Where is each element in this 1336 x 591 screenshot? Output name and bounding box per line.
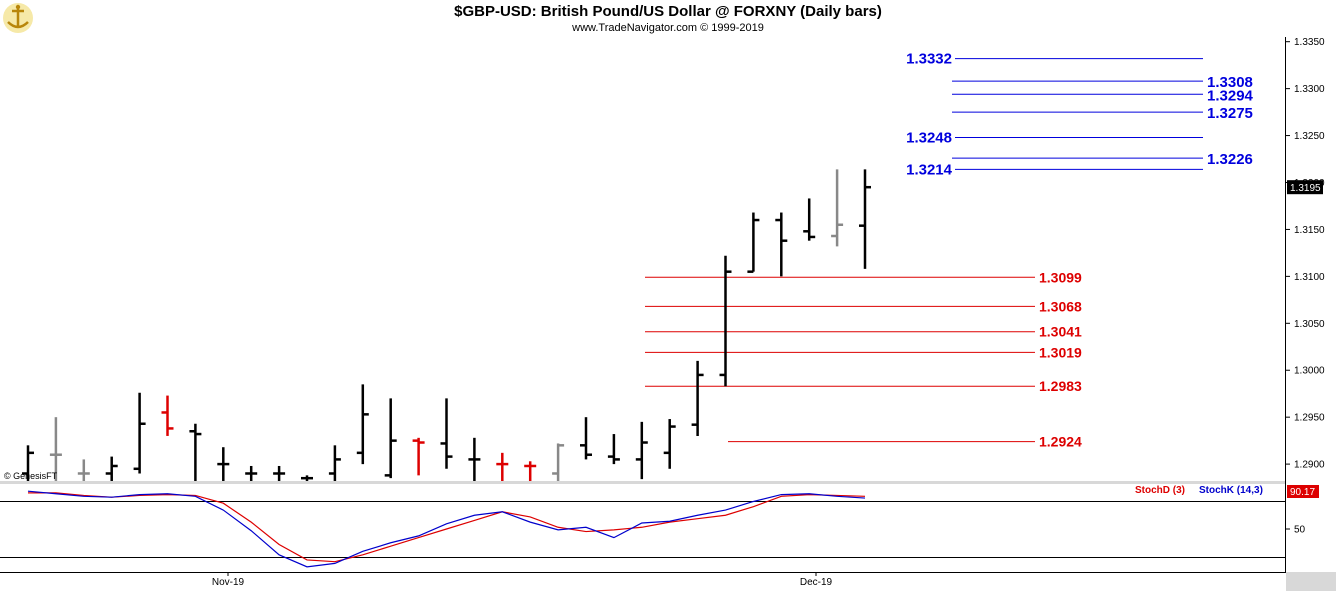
- level-label-blue: 1.3275: [1207, 105, 1253, 122]
- last-price-tag: [1287, 180, 1323, 195]
- ohlc-bar: [328, 445, 341, 481]
- ohlc-bar: [49, 417, 62, 481]
- level-label-red: 1.3041: [1039, 324, 1082, 340]
- ohlc-bar: [831, 169, 844, 247]
- stoch-series-line: [27, 490, 866, 568]
- price-tick-label: 1.3300: [1294, 84, 1325, 95]
- ohlc-bar: [161, 395, 174, 436]
- level-label-blue: 1.3308: [1207, 74, 1253, 91]
- ohlc-bar: [719, 255, 732, 387]
- price-tick-label: 1.3000: [1294, 366, 1325, 377]
- stoch-value-tag: [1287, 485, 1319, 498]
- ohlc-bar: [273, 465, 286, 481]
- ohlc-bar: [77, 459, 90, 481]
- price-tick-label: 1.3100: [1294, 272, 1325, 283]
- level-label-red: 1.3099: [1039, 269, 1082, 285]
- chart-subtitle: www.TradeNavigator.com © 1999-2019: [572, 22, 764, 34]
- ohlc-bar: [468, 437, 481, 481]
- price-tick-label: 1.2950: [1294, 413, 1325, 424]
- stoch-value-label: 90.17: [1290, 487, 1315, 498]
- price-tick-label: 1.2900: [1294, 460, 1325, 471]
- ohlc-bar: [412, 437, 425, 476]
- ohlc-bar: [607, 434, 620, 465]
- ohlc-bar: [552, 443, 565, 481]
- ohlc-bar: [524, 461, 537, 481]
- level-label-red: 1.2924: [1039, 434, 1082, 450]
- last-price-label: 1.3195: [1290, 183, 1321, 194]
- ohlc-bars: [22, 169, 871, 481]
- price-axis: 1.33501.33001.32501.32001.31501.31001.30…: [1286, 37, 1325, 471]
- ohlc-bar: [217, 447, 230, 481]
- date-tick-label: Nov-19: [212, 577, 245, 588]
- level-label-blue: 1.3332: [906, 51, 952, 68]
- ohlc-bar: [22, 445, 34, 481]
- ohlc-bar: [245, 465, 258, 481]
- level-label-red: 1.3068: [1039, 298, 1082, 314]
- date-axis: Nov-19 Dec-19: [212, 572, 833, 588]
- legend-stochk: StochK (14,3): [1199, 485, 1263, 496]
- date-tick-label: Dec-19: [800, 577, 833, 588]
- ohlc-bar: [635, 421, 648, 480]
- stochastic-panel[interactable]: [0, 484, 1286, 572]
- anchor-logo-icon: [3, 3, 33, 33]
- stochastic-lines: StochD (3) StochK (14,3) 90.17 50: [27, 485, 1319, 568]
- ohlc-bar: [440, 398, 453, 469]
- chart-header: $GBP-USD: British Pound/US Dollar @ FORX…: [0, 0, 1336, 37]
- ohlc-bar: [105, 456, 118, 481]
- legend-stochd: StochD (3): [1135, 485, 1185, 496]
- stoch-series-line: [28, 492, 866, 563]
- chart-title: $GBP-USD: British Pound/US Dollar @ FORX…: [454, 3, 882, 20]
- price-tick-label: 1.3050: [1294, 319, 1325, 330]
- price-tick-label: 1.3150: [1294, 225, 1325, 236]
- ohlc-bar: [356, 384, 369, 465]
- ohlc-bar: [384, 398, 397, 479]
- level-label-red: 1.3019: [1039, 344, 1082, 360]
- level-label-blue: 1.3294: [1207, 87, 1254, 104]
- ohlc-bar: [859, 169, 871, 269]
- ohlc-bar: [189, 423, 202, 481]
- ohlc-bar: [580, 417, 592, 460]
- ohlc-bar: [803, 198, 816, 241]
- price-panel[interactable]: [0, 37, 1286, 481]
- level-label-blue: 1.3214: [906, 161, 953, 178]
- ohlc-bar: [301, 475, 313, 481]
- ohlc-bar: [496, 452, 509, 481]
- level-label-blue: 1.3226: [1207, 151, 1253, 168]
- ohlc-bar: [747, 212, 760, 273]
- ohlc-bar: [775, 212, 788, 277]
- watermark: © GenesisFT: [4, 471, 58, 481]
- ohlc-bar: [691, 360, 704, 436]
- stoch-tick-label: 50: [1294, 525, 1306, 536]
- ohlc-bar: [663, 419, 676, 469]
- level-label-red: 1.2983: [1039, 378, 1082, 394]
- price-tick-label: 1.3250: [1294, 131, 1325, 142]
- price-tick-label: 1.3350: [1294, 37, 1325, 48]
- level-label-blue: 1.3248: [906, 129, 952, 146]
- ohlc-bar: [133, 392, 146, 474]
